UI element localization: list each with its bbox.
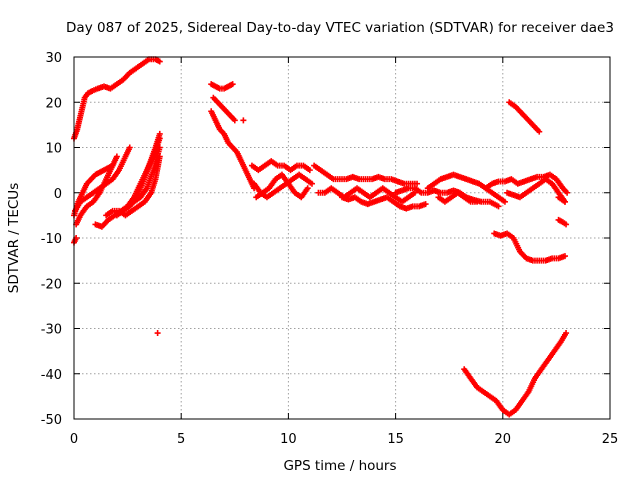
y-tick-label-7: -40 <box>41 368 62 383</box>
y-tick-label-6: -30 <box>41 323 62 338</box>
data-point-s0-16 <box>156 58 163 65</box>
data-point-s10-5 <box>229 81 236 88</box>
grid <box>74 57 610 419</box>
data-point-s19-13 <box>422 201 429 208</box>
data-point-s22-6 <box>474 198 481 205</box>
x-tick-label-4: 20 <box>495 432 512 447</box>
data-point-s23-13 <box>564 189 571 196</box>
data-point-s15-9 <box>308 180 315 187</box>
data-point-s14-9 <box>306 167 313 174</box>
y-tick-label-1: 20 <box>45 96 62 111</box>
data-point-s29-16 <box>563 330 570 337</box>
y-tick-label-4: -10 <box>41 232 62 247</box>
data-point-s17-16 <box>414 180 421 187</box>
data-point-s6-9 <box>156 153 163 160</box>
chart-title: Day 087 of 2025, Sidereal Day-to-day VTE… <box>66 20 614 36</box>
data-point-s27-11 <box>561 253 568 260</box>
x-tick-label-5: 25 <box>602 432 619 447</box>
x-axis-label: GPS time / hours <box>283 458 396 474</box>
y-tick-label-0: 30 <box>45 51 62 66</box>
data-point-s28-5 <box>536 128 543 135</box>
y-tick-label-2: 10 <box>45 142 62 157</box>
data-point-s16-8 <box>304 185 311 192</box>
x-tick-label-3: 15 <box>387 432 404 447</box>
plot-frame <box>73 56 611 420</box>
data-point-s26-2 <box>563 221 570 228</box>
data-point-s9-0 <box>154 330 161 337</box>
y-axis-label: SDTVAR / TECUs <box>6 183 22 293</box>
data-point-s3-7 <box>113 153 120 160</box>
data-point-s2-9 <box>126 144 133 151</box>
data-point-s25-1 <box>561 198 568 205</box>
x-tick-label-2: 10 <box>280 432 297 447</box>
data-point-s8-5 <box>156 135 163 142</box>
data-points <box>71 56 571 418</box>
data-point-s13-0 <box>240 117 247 124</box>
x-tick-label-0: 0 <box>70 432 78 447</box>
axis-ticks: 0 5 10 15 20 25 30 20 10 0 -10 -20 -30 -40 -50 <box>41 51 619 447</box>
y-tick-label-8: -50 <box>41 413 62 428</box>
data-point-s11-5 <box>231 117 238 124</box>
x-tick-label-1: 5 <box>177 432 185 447</box>
data-point-s20-15 <box>495 203 502 210</box>
y-tick-label-5: -20 <box>41 277 62 292</box>
y-tick-label-3: 0 <box>54 187 62 202</box>
data-point-s21-12 <box>501 198 508 205</box>
